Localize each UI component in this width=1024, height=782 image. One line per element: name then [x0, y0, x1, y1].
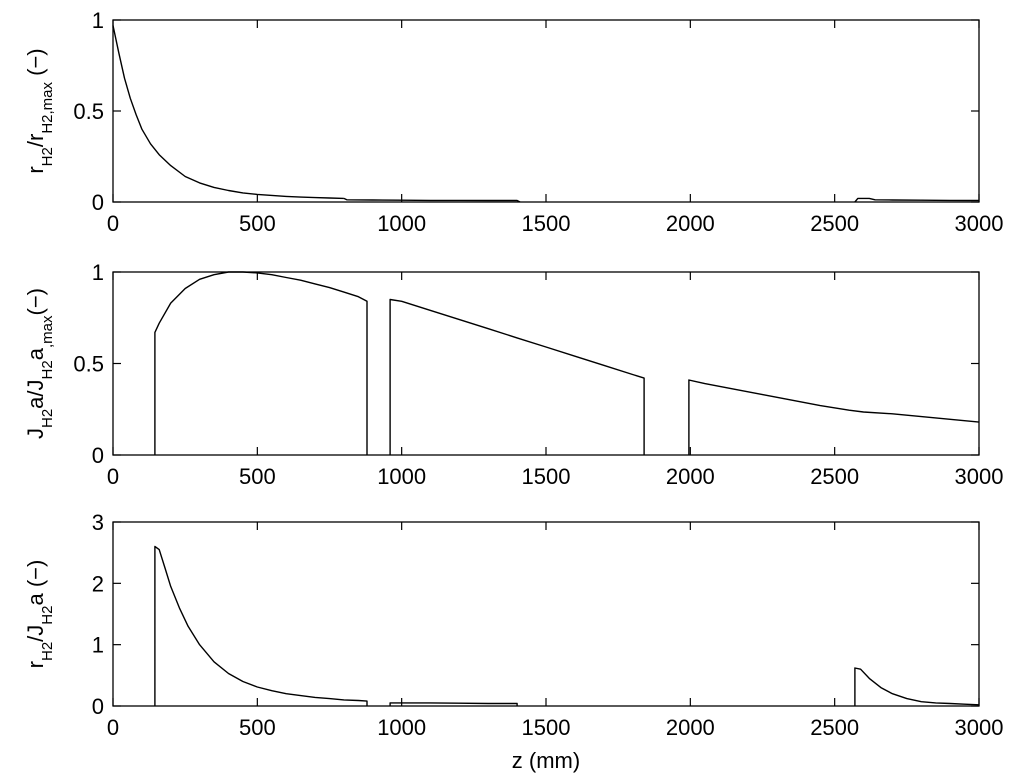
x-tick-label: 0 — [107, 464, 119, 489]
series-line-segment-1 — [343, 197, 521, 203]
plot-frame — [112, 271, 980, 456]
y-axis-label: rH2/rH2,max (−) — [23, 48, 56, 173]
y-tick-label: 0 — [92, 694, 104, 719]
y-tick-label: 1 — [92, 633, 104, 658]
x-axis-label: z (mm) — [512, 748, 580, 773]
x-tick-label: 0 — [107, 211, 119, 236]
series-line-segment-2 — [854, 197, 980, 203]
x-tick-label: 2500 — [810, 715, 859, 740]
y-tick-label: 1 — [92, 260, 104, 285]
x-tick-label: 3000 — [955, 464, 1004, 489]
x-tick-label: 500 — [239, 464, 276, 489]
x-tick-label: 2500 — [810, 211, 859, 236]
y-tick-label: 0.5 — [73, 352, 104, 377]
series-line-segment-0 — [112, 25, 344, 200]
panel-hydrogen-rate: 0 500 1000 1500 2000 2500 3000 0 0.5 1 rH2/rH2,max… — [23, 8, 1003, 236]
y-tick-label: 0 — [92, 443, 104, 468]
plot-frame — [112, 19, 980, 203]
x-tick-label: 1000 — [377, 715, 426, 740]
x-tick-label: 1500 — [522, 715, 571, 740]
panel-rate-to-flux-ratio: 0 500 1000 1500 2000 2500 3000 0 1 2 3 rH2/JH2a (−)… — [23, 510, 1003, 773]
y-tick-label: 3 — [92, 510, 104, 535]
y-tick-label: 1 — [92, 8, 104, 33]
x-tick-label: 1000 — [377, 211, 426, 236]
y-tick-label: 2 — [92, 571, 104, 596]
y-axis-label: rH2/JH2a (−) — [23, 560, 56, 669]
series-line-segment-2 — [688, 379, 980, 455]
x-tick-label: 2000 — [666, 715, 715, 740]
x-tick-label: 500 — [239, 715, 276, 740]
x-tick-label: 1000 — [377, 464, 426, 489]
x-tick-label: 3000 — [955, 211, 1004, 236]
x-tick-label: 3000 — [955, 715, 1004, 740]
x-tick-label: 0 — [107, 715, 119, 740]
series-line-segment-1 — [389, 702, 518, 706]
x-tick-label: 500 — [239, 211, 276, 236]
y-tick-label: 0 — [92, 190, 104, 215]
panel-hydrogen-flux: 0 500 1000 1500 2000 2500 3000 0 0.5 1 JH2a/JH2a,m… — [23, 260, 1003, 489]
series-line-segment-2 — [854, 667, 980, 706]
x-tick-label: 2500 — [810, 464, 859, 489]
plot-frame — [112, 521, 980, 707]
y-tick-label: 0.5 — [73, 99, 104, 124]
y-axis-label: JH2a/JH2a,max(−) — [23, 288, 56, 439]
series-line-segment-0 — [154, 545, 368, 706]
series-line-segment-1 — [389, 298, 645, 455]
series-line-segment-0 — [154, 271, 368, 455]
x-tick-label: 1500 — [522, 211, 571, 236]
x-tick-label: 1500 — [522, 464, 571, 489]
x-tick-label: 2000 — [666, 211, 715, 236]
x-tick-label: 2000 — [666, 464, 715, 489]
